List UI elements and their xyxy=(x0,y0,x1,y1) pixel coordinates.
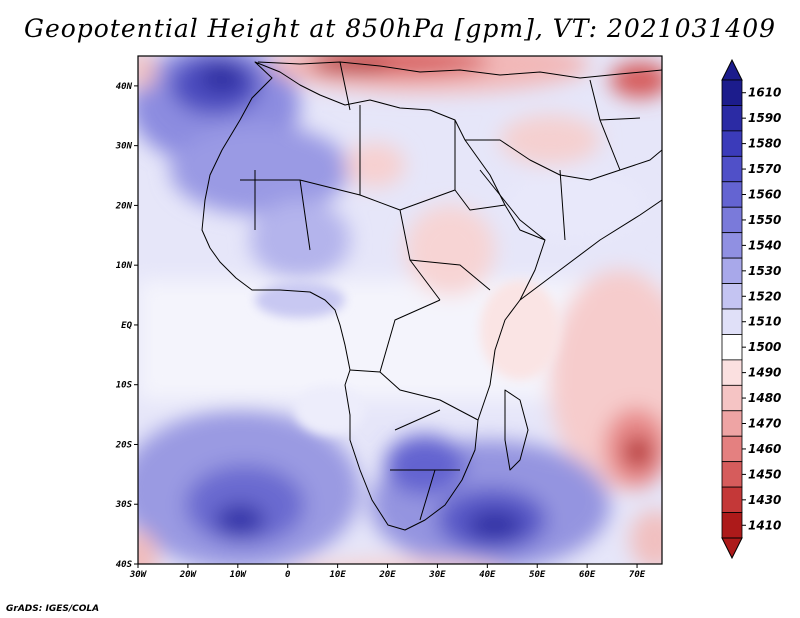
colorbar-swatch xyxy=(721,155,743,183)
colorbar-bottom-arrow xyxy=(721,537,743,560)
lat-tick-label: 40N xyxy=(116,82,133,92)
lon-tick-label: 60E xyxy=(579,570,596,580)
lon-tick-label: 10W xyxy=(230,570,248,580)
colorbar-swatch xyxy=(721,283,743,310)
colorbar-label: 1570 xyxy=(748,162,781,176)
lon-tick-label: 40E xyxy=(479,570,496,580)
colorbar-swatch xyxy=(721,435,743,463)
colorbar-swatch xyxy=(721,308,743,335)
colorbar-label: 1550 xyxy=(748,213,781,227)
colorbar-swatch xyxy=(721,384,743,412)
interior-borders xyxy=(240,61,506,521)
red-sea-coast xyxy=(479,169,546,241)
country-borders xyxy=(201,61,662,531)
horn-coast xyxy=(519,199,662,301)
lat-tick-label: 10N xyxy=(116,261,133,271)
map-plot-area xyxy=(137,55,663,565)
colorbar-label: 1520 xyxy=(748,289,781,303)
colorbar-label: 1560 xyxy=(748,188,781,202)
asia-borders xyxy=(559,79,641,241)
colorbar-swatch xyxy=(721,512,743,539)
colorbar-swatch xyxy=(721,461,743,488)
lat-tick-label: 30S xyxy=(115,500,133,510)
lat-tick-label: EQ xyxy=(121,321,132,331)
page-title: Geopotential Height at 850hPa [gpm], VT:… xyxy=(23,14,777,43)
colorbar-label: 1430 xyxy=(748,493,781,507)
colorbar-label: 1490 xyxy=(748,366,781,380)
colorbar-label: 1540 xyxy=(748,238,781,252)
colorbar-label: 1410 xyxy=(748,518,781,532)
lon-tick-label: 70E xyxy=(629,570,646,580)
height-field-blobs xyxy=(138,56,662,564)
colorbar-label: 1500 xyxy=(748,340,781,354)
colorbar-swatch xyxy=(721,232,743,259)
longitude-axis: 30W 20W 10W 0 10E 20E 30E 40E 50E 60E 70E xyxy=(129,564,646,580)
lon-tick-label: 20W xyxy=(179,570,198,580)
colorbar-swatch xyxy=(721,206,743,234)
map-frame xyxy=(137,55,663,565)
colorbar-label: 1470 xyxy=(748,417,781,431)
colorbar-swatch xyxy=(721,359,743,386)
colorbar-swatch xyxy=(721,486,743,513)
colorbar-label: 1580 xyxy=(748,137,781,151)
colorbar-swatch xyxy=(721,130,743,157)
credit-label: GrADS: IGES/COLA xyxy=(6,604,100,614)
colorbar-label: 1530 xyxy=(748,264,781,278)
colorbar-label: 1510 xyxy=(748,315,781,329)
colorbar-swatch xyxy=(721,105,743,132)
lat-tick-label: 40S xyxy=(116,560,133,570)
lat-tick-label: 20S xyxy=(115,440,133,450)
arabia-coast xyxy=(465,139,662,181)
lon-tick-label: 10E xyxy=(329,570,346,580)
lat-tick-label: 10S xyxy=(116,381,133,391)
colorbar-label: 1450 xyxy=(748,467,781,481)
colorbar-swatch xyxy=(721,181,743,208)
madagascar-outline xyxy=(504,389,529,471)
latitude-axis: 40N 30N 20N 10N EQ 10S 20S 30S 40S xyxy=(115,82,138,570)
colorbar-label: 1590 xyxy=(748,111,781,125)
colorbar-label: 1610 xyxy=(748,86,781,100)
lon-tick-label: 30E xyxy=(428,570,446,580)
lon-tick-label: 20E xyxy=(378,570,396,580)
colorbar-top-arrow xyxy=(721,58,743,81)
lat-tick-label: 20N xyxy=(115,201,133,211)
height-field xyxy=(138,56,662,564)
colorbar: 1610 1590 1580 1570 1560 1550 1540 1530 1520 1510… xyxy=(721,58,781,560)
africa-coastline xyxy=(201,61,546,531)
colorbar-swatch xyxy=(721,257,743,284)
lon-tick-label: 0 xyxy=(285,570,291,580)
colorbar-swatch xyxy=(721,79,743,106)
colorbar-swatch xyxy=(721,410,743,437)
lat-tick-label: 30N xyxy=(115,142,133,152)
colorbar-swatch xyxy=(721,334,743,361)
colorbar-label: 1480 xyxy=(748,391,781,405)
colorbar-label: 1460 xyxy=(748,442,781,456)
lon-tick-label: 50E xyxy=(529,570,546,580)
europe-coast xyxy=(257,61,662,79)
lon-tick-label: 30W xyxy=(129,570,148,580)
